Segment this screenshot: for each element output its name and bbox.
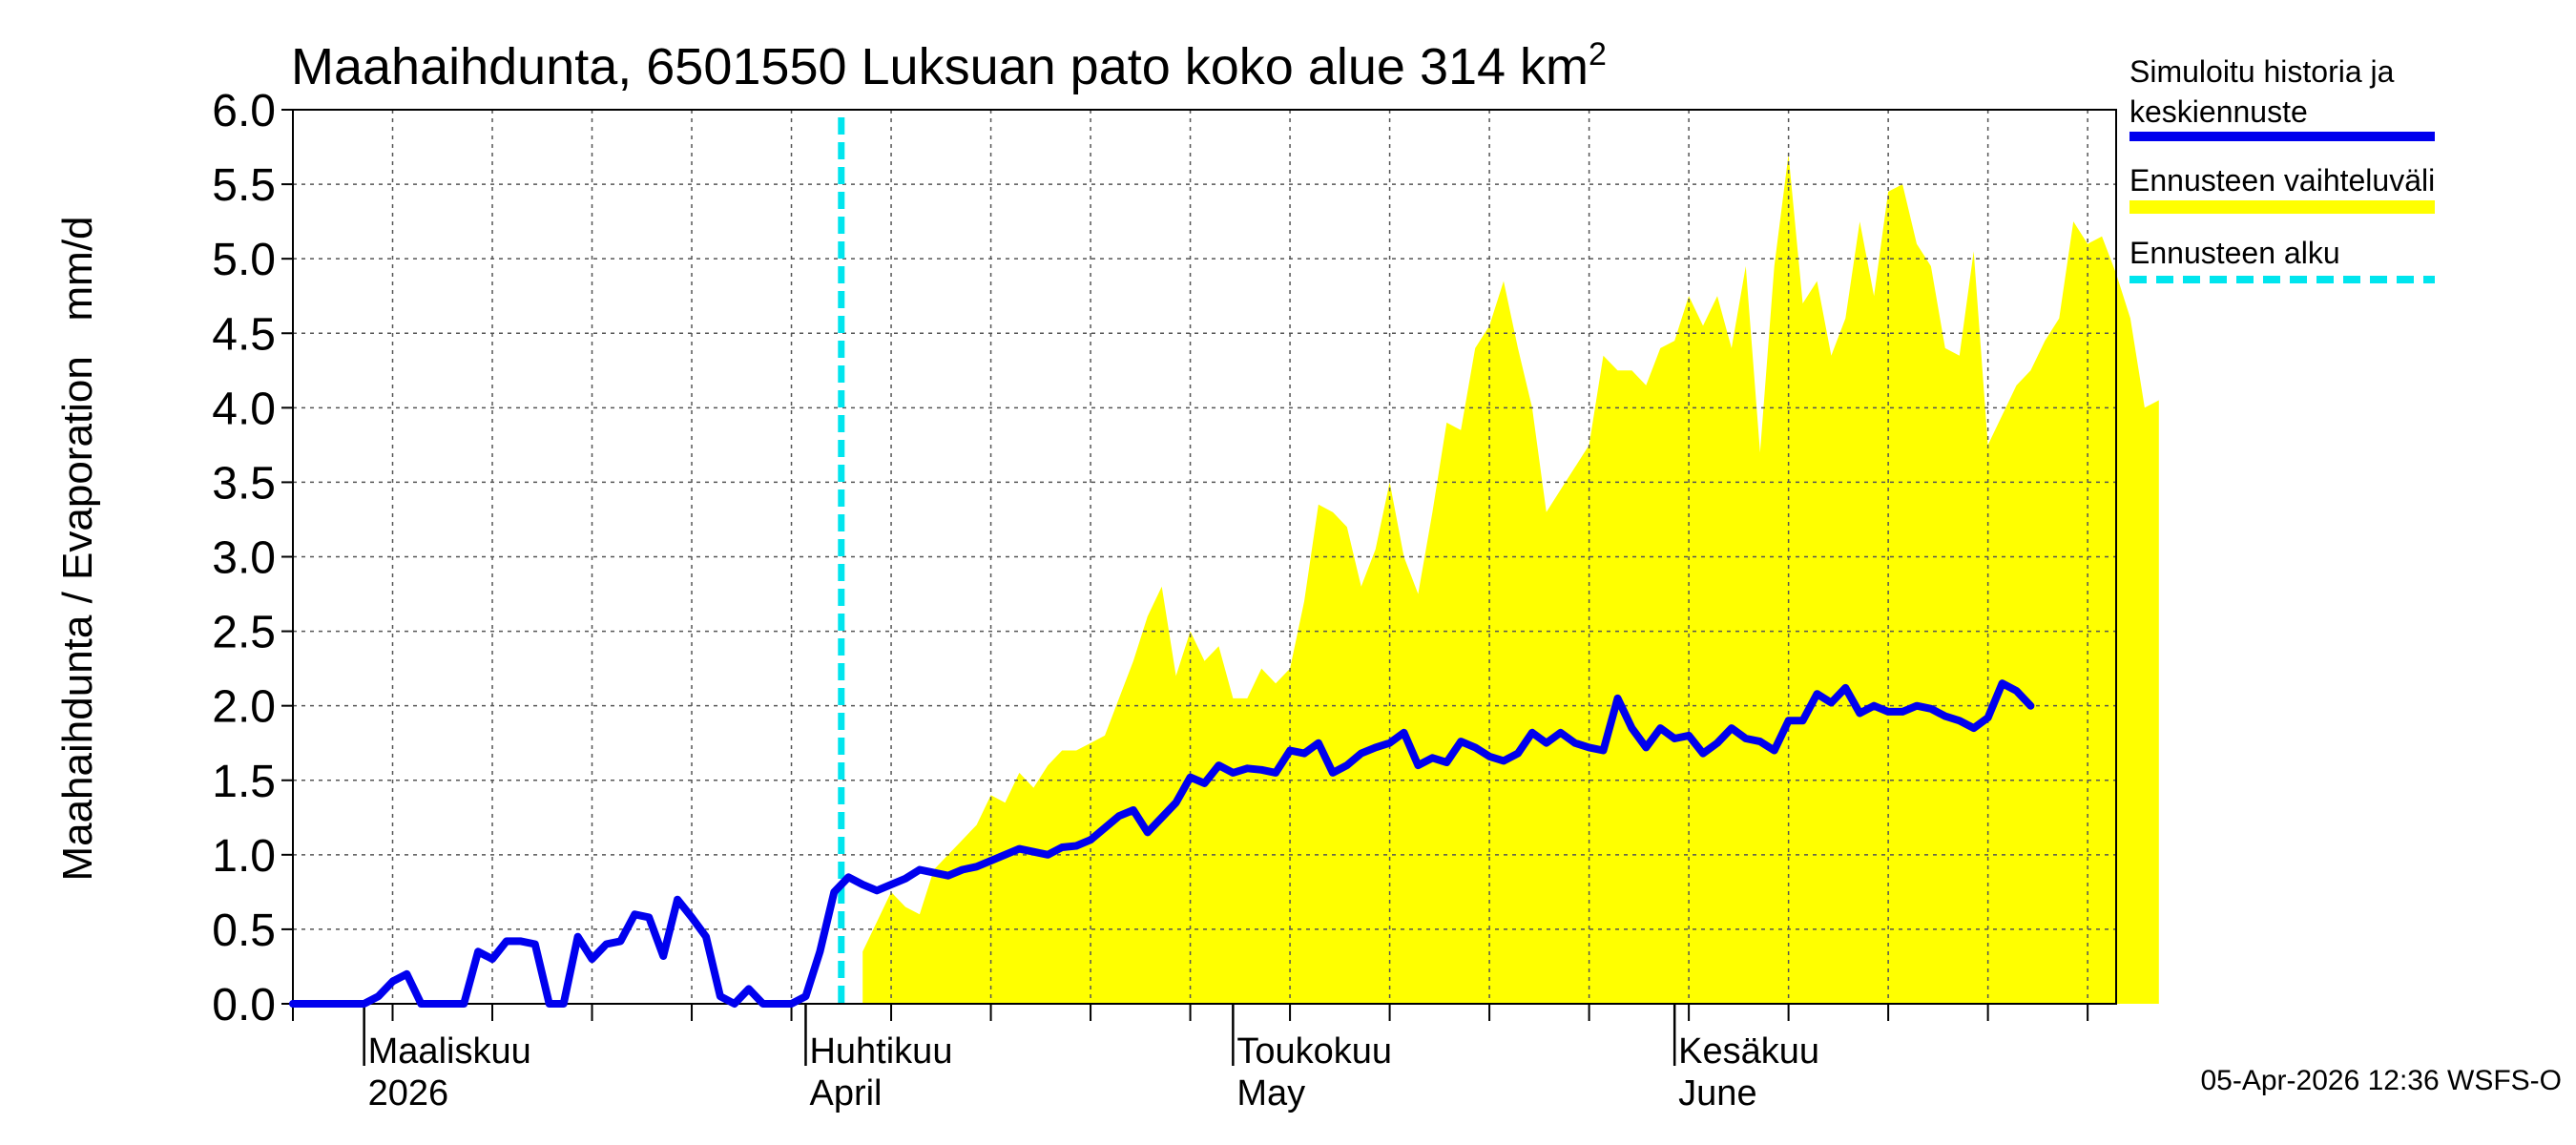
month-label: Maaliskuu — [368, 1031, 531, 1072]
y-tick-label: 0.0 — [212, 980, 276, 1030]
month-label: Kesäkuu — [1678, 1031, 1819, 1072]
y-tick-label: 2.0 — [212, 682, 276, 733]
footer-timestamp: 05-Apr-2026 12:36 WSFS-O — [2200, 1065, 2562, 1096]
plot-frame — [292, 109, 2117, 1005]
month-label-secondary: May — [1236, 1073, 1305, 1114]
y-tick-label: 5.0 — [212, 235, 276, 285]
chart-title-main: Maahaihdunta, 6501550 Luksuan pato koko … — [291, 38, 1589, 95]
chart-title-superscript: 2 — [1589, 36, 1607, 73]
y-tick-label: 2.5 — [212, 608, 276, 658]
month-label: Huhtikuu — [809, 1031, 952, 1072]
month-label-secondary: April — [809, 1073, 882, 1114]
y-tick-label: 1.0 — [212, 831, 276, 882]
y-tick-label: 1.5 — [212, 757, 276, 807]
y-tick-label: 6.0 — [212, 86, 276, 136]
y-axis-label: Maahaihdunta / Evaporation mm/d — [54, 216, 101, 881]
y-tick-label: 4.0 — [212, 384, 276, 434]
month-label-secondary: 2026 — [368, 1073, 449, 1114]
forecast-range-band — [862, 154, 2159, 1005]
chart-title: Maahaihdunta, 6501550 Luksuan pato koko … — [291, 36, 1607, 95]
legend: Simuloitu historia ja keskiennuste Ennus… — [2129, 54, 2435, 283]
grid-lines — [293, 110, 2116, 1004]
y-tick-label: 3.5 — [212, 458, 276, 509]
legend-label-range: Ennusteen vaihteluväli — [2129, 163, 2435, 198]
y-tick-label: 4.5 — [212, 309, 276, 360]
simulated-series-line — [289, 679, 2035, 1008]
month-label-secondary: June — [1678, 1073, 1756, 1114]
y-tick-label: 0.5 — [212, 906, 276, 956]
legend-label-simulated-line1: Simuloitu historia ja — [2129, 54, 2395, 89]
y-tick-label: 5.5 — [212, 160, 276, 211]
y-tick-label: 3.0 — [212, 533, 276, 584]
legend-label-forecast-start: Ennusteen alku — [2129, 236, 2340, 270]
legend-label-simulated-line2: keskiennuste — [2129, 94, 2308, 129]
month-label: Toukokuu — [1236, 1031, 1392, 1072]
axes: 0.0 0.5 1.0 1.5 2.0 2.5 3.0 3.5 4.0 4.5 5.0 5.5 6.0 — [212, 86, 2117, 1066]
forecast-range-band-group — [862, 154, 2159, 1005]
series-group — [289, 117, 2035, 1008]
